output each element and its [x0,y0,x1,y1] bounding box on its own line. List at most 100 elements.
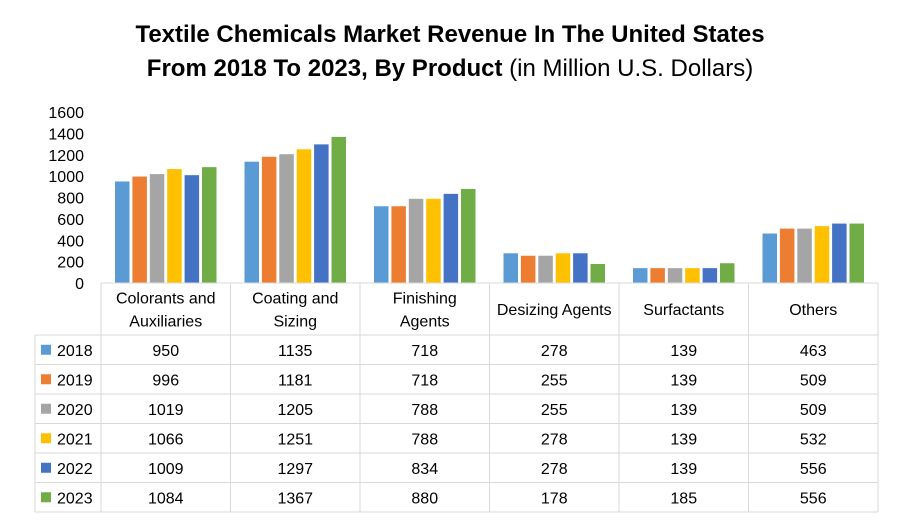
bar [261,156,277,283]
bar [814,226,830,283]
data-table-value: 1019 [148,402,184,419]
data-table-value: 278 [541,461,568,478]
bar [443,193,459,283]
chart-title-line2: From 2018 To 2023, By Product (in Millio… [0,52,900,86]
category-label: Sizing [273,314,317,331]
data-table-value: 255 [541,402,568,419]
bar [685,268,700,283]
data-table-value: 139 [670,372,697,389]
data-table-value: 463 [800,343,827,360]
bar [503,253,518,283]
y-tick-label: 0 [75,276,84,293]
bar [149,174,165,283]
chart-title-line1: Textile Chemicals Market Revenue In The … [135,21,765,48]
data-table-value: 255 [541,372,568,389]
y-tick-label: 1000 [48,169,84,186]
legend-swatch [41,403,51,414]
y-tick-label: 800 [57,191,84,208]
data-table-value: 718 [411,343,438,360]
data-table-value: 1297 [277,461,313,478]
category-label: Agents [400,314,450,331]
legend-swatch [41,462,51,473]
bar [762,233,777,283]
bar [720,263,735,283]
legend-swatch [41,433,51,444]
data-table-value: 1135 [278,343,313,360]
data-table-value: 718 [411,372,438,389]
data-table-value: 178 [541,490,568,507]
legend-swatch [41,344,51,355]
data-table-value: 139 [670,431,697,448]
bar [849,223,864,283]
data-table-value: 139 [670,402,697,419]
category-label: Desizing Agents [497,302,612,319]
bar [391,206,406,283]
category-label: Others [789,302,837,319]
bar [555,253,571,283]
data-table-value: 532 [800,431,827,448]
data-table-value: 509 [800,372,827,389]
data-table-value: 1084 [148,490,184,507]
data-table-value: 1066 [148,431,184,448]
bar [797,228,812,283]
data-table-value: 1181 [278,372,313,389]
data-table-value: 278 [541,343,568,360]
legend-series-name: 2022 [57,461,93,478]
legend-swatch [41,492,51,503]
bar [331,136,346,283]
bar [132,176,147,283]
data-table-value: 139 [670,343,697,360]
bar [667,268,683,283]
bar [314,144,329,283]
y-tick-label: 400 [57,233,84,250]
legend-series-name: 2021 [57,431,93,448]
data-table-value: 1251 [277,431,313,448]
data-table-value: 556 [800,461,827,478]
category-label: Finishing [393,291,457,308]
bar [374,206,389,283]
data-table-value: 880 [411,490,438,507]
y-tick-label: 1200 [48,148,84,165]
bar [573,253,588,283]
bar [702,268,718,283]
bar [279,154,294,283]
legend-swatch [41,374,51,385]
legend-series-name: 2023 [57,490,93,507]
legend-series-name: 2018 [57,343,93,360]
category-label: Surfactants [643,302,724,319]
category-label: Auxiliaries [129,314,202,331]
y-tick-label: 200 [57,255,84,272]
y-tick-label: 1600 [48,105,84,122]
data-table-value: 788 [411,431,438,448]
bar [244,161,259,283]
data-table-value: 139 [670,461,697,478]
chart-title-line2-bold: From 2018 To 2023, By Product [146,55,503,82]
data-table-value: 509 [800,402,827,419]
data-table-value: 950 [152,343,179,360]
data-table-value: 834 [411,461,438,478]
bar [538,255,553,283]
bar [650,268,665,283]
data-table-value: 1205 [277,402,313,419]
legend-series-name: 2019 [57,372,93,389]
bar [408,198,424,283]
legend-series-name: 2020 [57,402,93,419]
chart-title: Textile Chemicals Market Revenue In The … [0,18,900,86]
data-table-value: 1367 [277,490,313,507]
chart-title-line2-unit: (in Million U.S. Dollars) [502,55,754,82]
data-table-value: 788 [411,402,438,419]
bar [633,268,648,283]
data-table-value: 278 [541,431,568,448]
bar [115,181,130,283]
data-table-value: 556 [800,490,827,507]
bar [832,223,847,283]
bar [296,149,312,283]
bar [461,188,476,283]
bar [426,198,441,283]
bar [779,228,795,283]
y-tick-label: 1400 [48,126,84,143]
data-table-value: 996 [152,372,179,389]
bar [202,167,217,283]
bar [184,175,200,283]
